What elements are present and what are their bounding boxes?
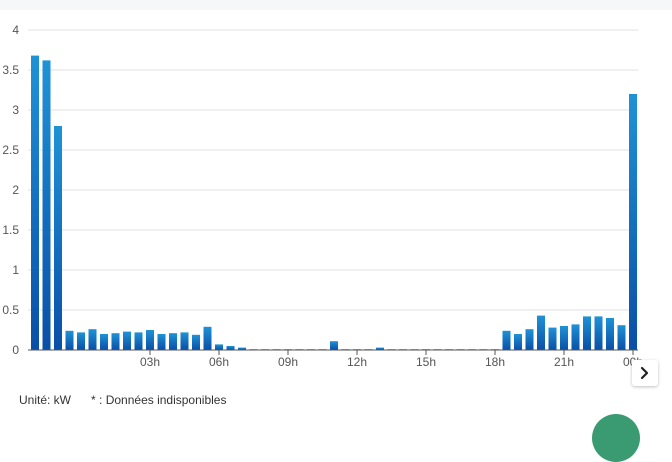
bar[interactable] <box>583 316 591 350</box>
gridlines <box>28 29 638 311</box>
y-tick-label: 2 <box>12 183 19 197</box>
chart-footer: Unité: kW * : Données indisponibles <box>19 393 226 407</box>
bar[interactable] <box>629 94 637 350</box>
bar[interactable] <box>203 326 212 350</box>
unavailable-data-note: * : Données indisponibles <box>91 393 227 407</box>
bar[interactable] <box>169 333 177 350</box>
bar[interactable] <box>238 347 246 350</box>
unit-label: Unité: kW <box>19 393 72 407</box>
x-tick-label: 21h <box>554 355 574 369</box>
bar[interactable] <box>111 333 120 350</box>
bar[interactable] <box>157 334 166 350</box>
power-chart: 0 0.5 1 1.5 2 2.5 3 3.5 4 03h 06h 09h 12h 15h 18h 21h 0… <box>2 23 643 369</box>
x-tick-label: 03h <box>140 355 160 369</box>
x-tick-label: 06h <box>209 355 229 369</box>
bar[interactable] <box>226 346 235 350</box>
y-tick-label: 3.5 <box>2 63 19 77</box>
bars <box>31 55 637 351</box>
bar[interactable] <box>525 329 534 350</box>
bar[interactable] <box>606 318 614 350</box>
next-period-button[interactable] <box>632 360 658 386</box>
x-tick-label: 09h <box>278 355 298 369</box>
bar[interactable] <box>100 334 108 350</box>
bar[interactable] <box>77 332 85 350</box>
bar[interactable] <box>54 126 62 350</box>
x-tick-label: 18h <box>485 355 505 369</box>
bar[interactable] <box>123 331 131 350</box>
bar[interactable] <box>88 329 97 350</box>
y-tick-label: 1 <box>12 263 19 277</box>
bar[interactable] <box>537 315 545 350</box>
bar[interactable] <box>192 334 200 350</box>
bar[interactable] <box>180 332 189 350</box>
bar[interactable] <box>560 326 568 350</box>
bar[interactable] <box>330 341 338 350</box>
y-tick-label: 4 <box>12 23 19 37</box>
bar[interactable] <box>31 55 39 350</box>
bar[interactable] <box>514 334 522 350</box>
y-tick-label: 0 <box>12 343 19 357</box>
bar[interactable] <box>502 330 511 350</box>
bar[interactable] <box>146 330 154 350</box>
top-strip <box>0 0 672 10</box>
bar[interactable] <box>571 324 580 350</box>
x-tick-label: 15h <box>416 355 436 369</box>
bar[interactable] <box>215 344 223 350</box>
bar[interactable] <box>376 347 384 350</box>
y-tick-label: 1.5 <box>2 223 19 237</box>
y-axis-labels: 0 0.5 1 1.5 2 2.5 3 3.5 4 <box>2 23 19 357</box>
y-tick-label: 3 <box>12 103 19 117</box>
x-tick-label: 12h <box>347 355 367 369</box>
bar[interactable] <box>548 327 557 350</box>
bar[interactable] <box>42 60 51 351</box>
bar[interactable] <box>617 325 626 350</box>
y-tick-label: 2.5 <box>2 143 19 157</box>
help-fab-button[interactable] <box>592 414 640 462</box>
y-tick-label: 0.5 <box>2 303 19 317</box>
bar[interactable] <box>594 316 603 350</box>
chevron-right-icon <box>640 366 649 380</box>
bar[interactable] <box>134 332 143 350</box>
x-axis: 03h06h09h12h15h18h21h00h <box>28 349 643 369</box>
bar[interactable] <box>65 330 74 350</box>
